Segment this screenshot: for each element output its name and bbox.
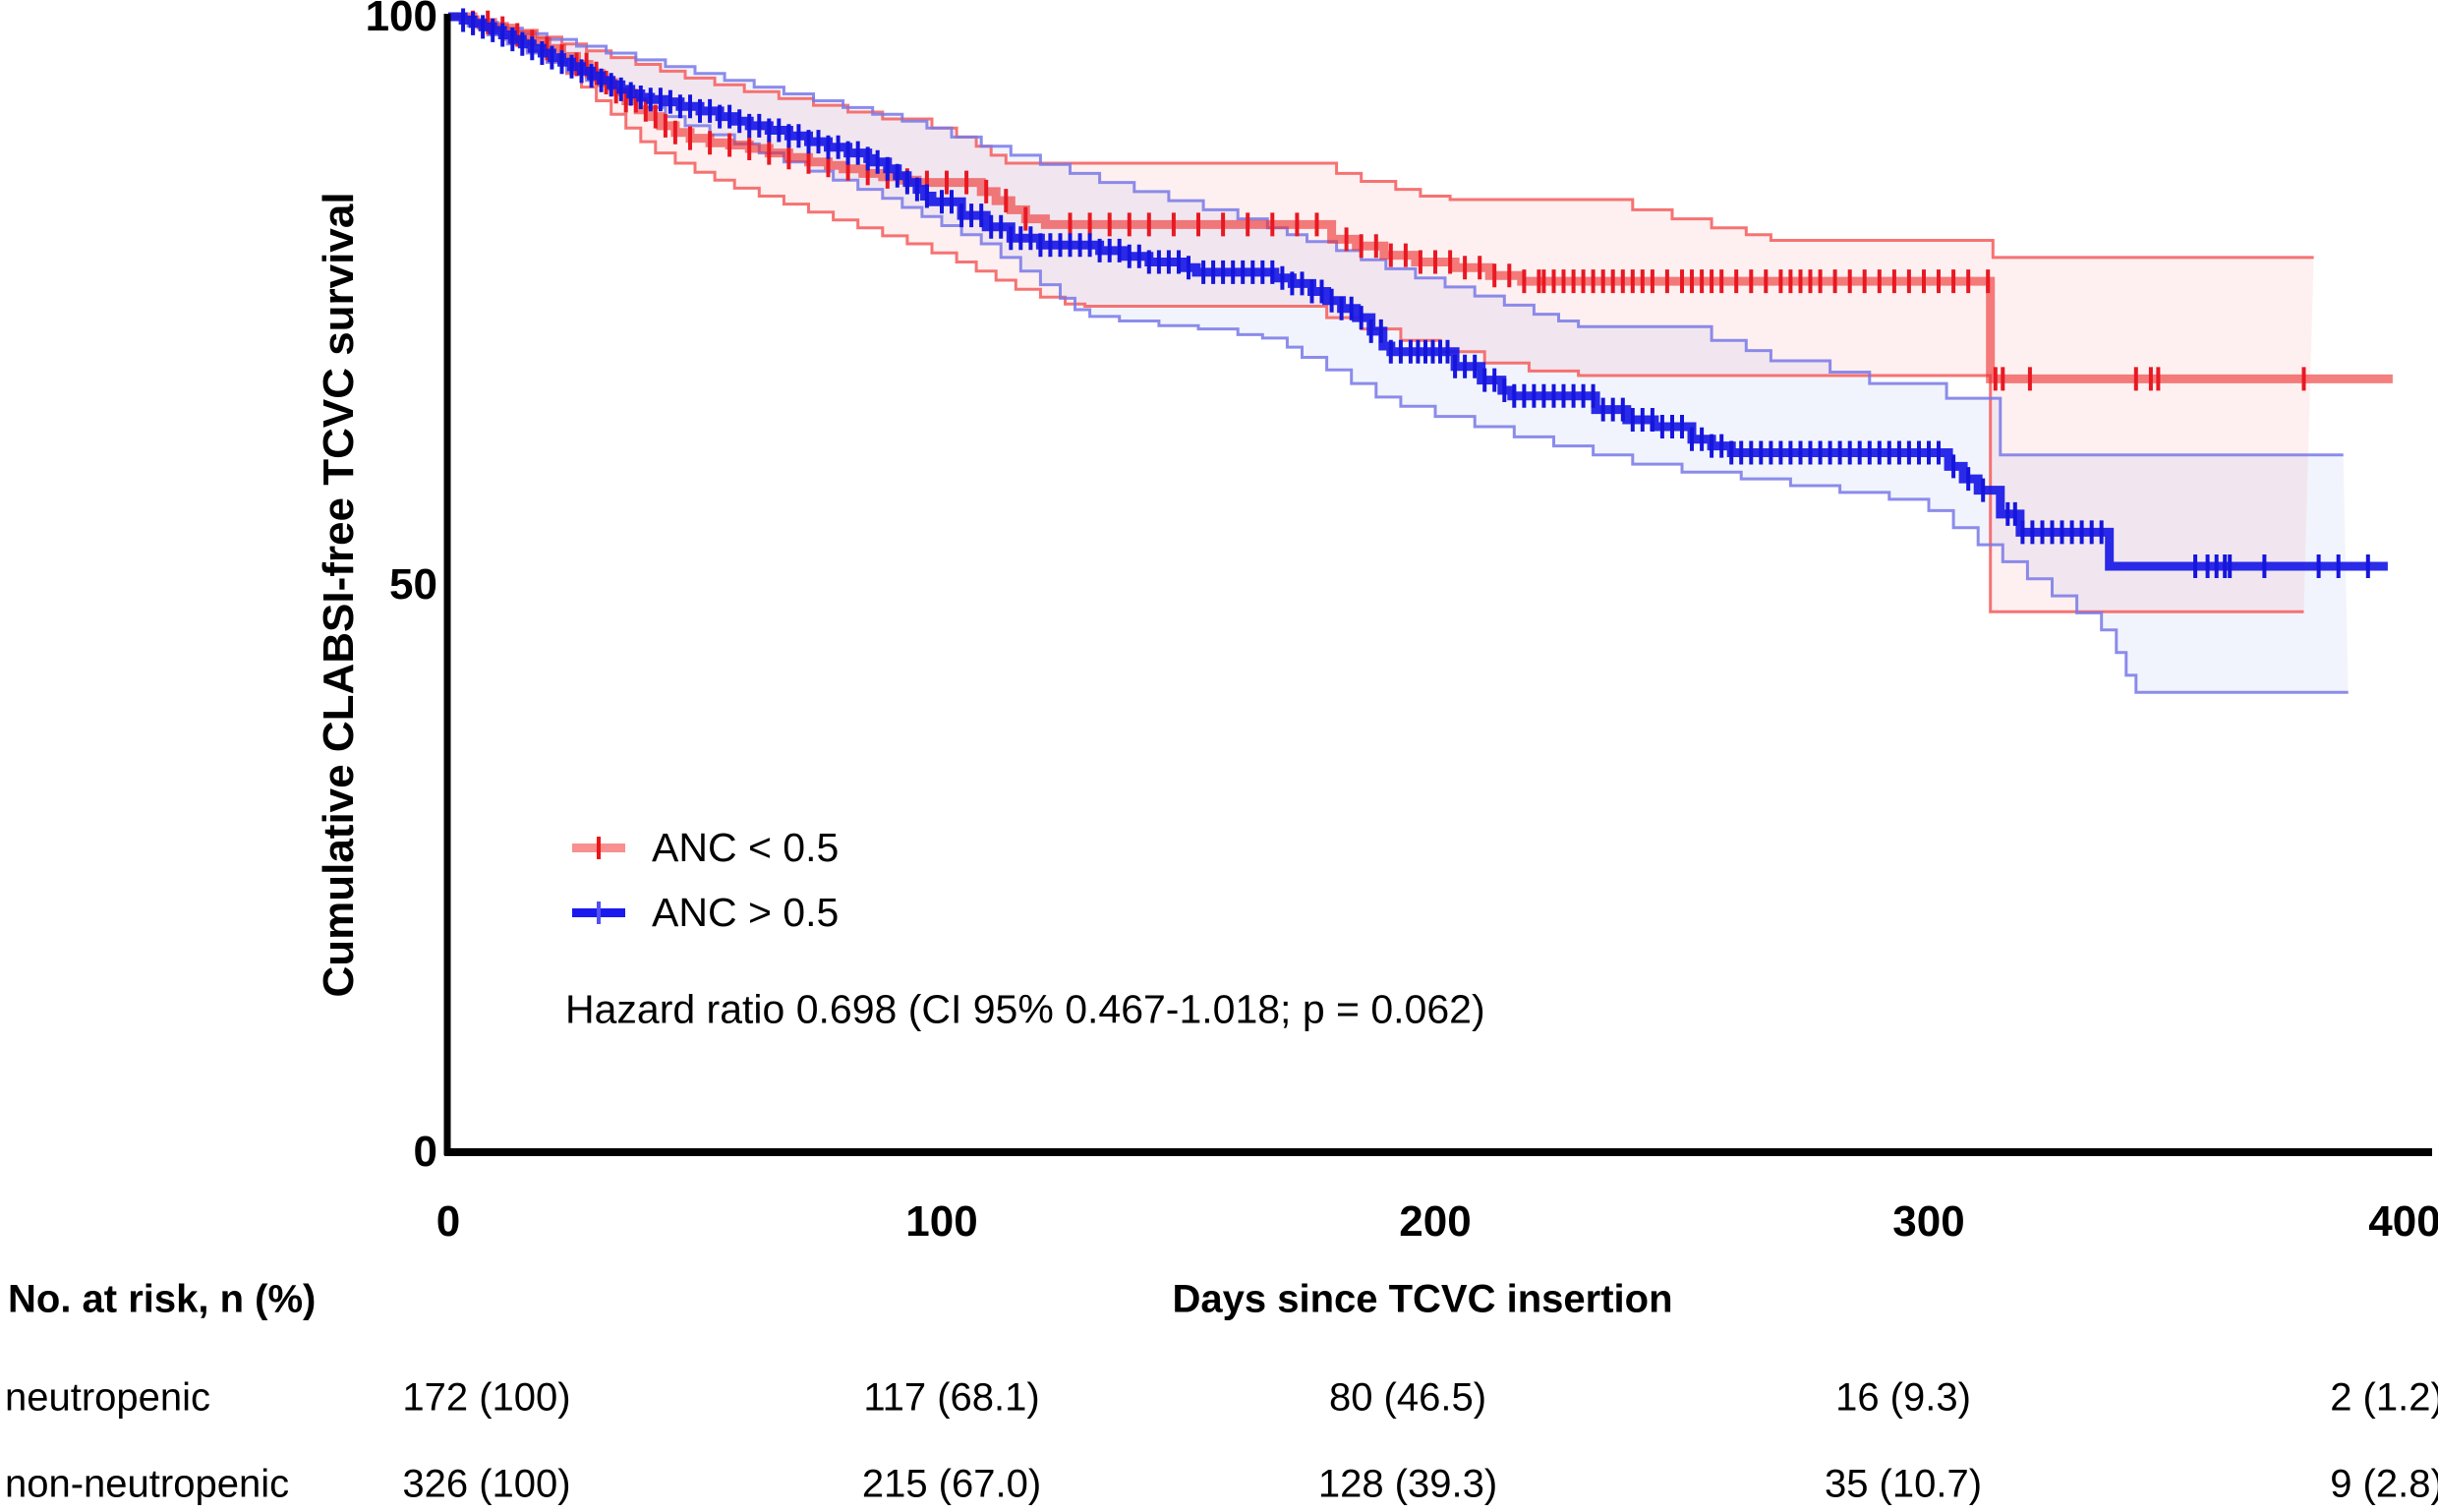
x-axis-title: Days since TCVC insertion [1172,1277,1673,1321]
risk-cell: 326 (100) [402,1462,571,1506]
x-tick-label-300: 300 [1892,1197,1965,1246]
ci-lower-1 [448,15,2349,694]
risk-cell: 172 (100) [402,1375,571,1420]
blue-censor-tick-icon [597,901,601,924]
risk-table-title: No. at risk, n (%) [8,1277,317,1321]
legend-item-anc-gt-0.5: ANC > 0.5 [572,880,839,945]
ci-upper-1 [448,15,2344,457]
blue-censor-marker-icon [572,901,625,924]
y-tick-label-50: 50 [389,559,437,609]
x-tick-label-100: 100 [905,1197,978,1246]
x-tick-label-400: 400 [2368,1197,2438,1246]
risk-cell: 35 (10.7) [1824,1462,1983,1506]
legend-label-anc-gt: ANC > 0.5 [652,889,840,935]
risk-cell: 215 (67.0) [861,1462,1042,1506]
x-tick-label-200: 200 [1399,1197,1472,1246]
risk-row-label-neutropenic: neutropenic [5,1375,211,1420]
risk-cell: 128 (39.3) [1317,1462,1498,1506]
hazard-ratio-annotation: Hazard ratio 0.698 (CI 95% 0.467-1.018; … [565,986,1485,1032]
ci-upper-0 [448,15,2314,260]
red-censor-marker-icon [572,836,625,859]
x-tick-label-0: 0 [435,1197,461,1246]
risk-cell: 117 (68.1) [863,1375,1040,1420]
risk-cell: 80 (46.5) [1328,1375,1487,1420]
legend: ANC < 0.5 ANC > 0.5 [572,815,839,945]
risk-cell: 9 (2.8) [2330,1462,2438,1506]
censor-ticks-1 [461,8,2370,578]
red-censor-tick-icon [597,836,601,859]
y-tick-label-0: 0 [413,1128,437,1176]
legend-item-anc-lt-0.5: ANC < 0.5 [572,815,839,880]
y-tick-label-100: 100 [365,0,437,40]
risk-cell: 16 (9.3) [1835,1375,1971,1420]
ci-band-0 [448,17,2314,612]
risk-row-label-non-neutropenic: non-neutropenic [5,1462,290,1506]
risk-cell: 2 (1.2) [2330,1375,2438,1420]
legend-label-anc-lt: ANC < 0.5 [652,824,840,870]
